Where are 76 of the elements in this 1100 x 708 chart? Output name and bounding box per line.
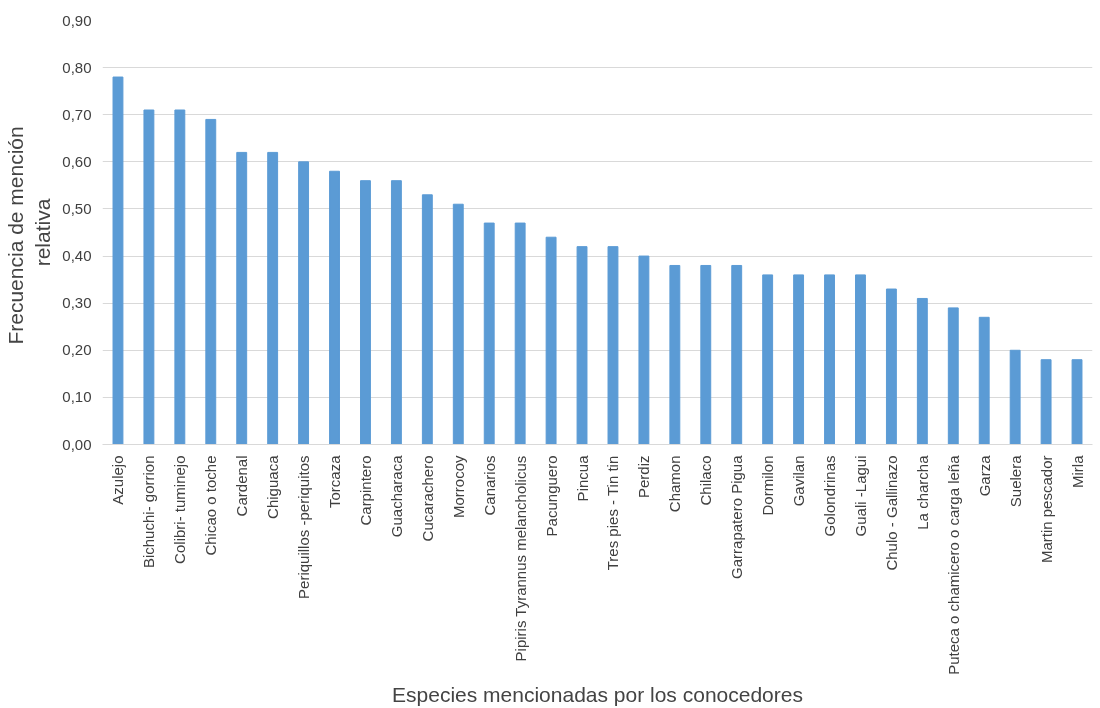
x-tick-label: Guali -Lagui [851,455,869,537]
x-tick-label: Suelera [1006,454,1024,508]
bar [174,109,186,445]
y-tick-label: 0,70 [62,105,92,123]
bar [360,180,371,445]
bar [793,274,805,445]
x-tick-label: Mirla [1068,454,1086,488]
bar [329,170,340,445]
bar [762,274,774,445]
bar [390,180,402,445]
x-tick-label: Azulejo [109,455,127,505]
bar [421,194,433,445]
bar [514,222,526,445]
bar [143,109,155,445]
bar [731,264,743,445]
x-tick-label: Pincua [573,454,591,502]
x-tick-label: Cucarachero [418,455,436,542]
bar [1009,349,1021,445]
y-tick-label: 0,60 [62,152,92,170]
x-axis-title: Especies mencionadas por los conocedores [392,682,803,706]
bar [669,264,681,445]
bar [452,203,464,445]
y-tick-label: 0,50 [62,199,92,217]
bar [885,288,897,445]
y-tick-label: 0,20 [62,341,92,359]
y-tick-label: 0,40 [62,247,92,265]
y-tick-label: 0,00 [62,435,92,453]
x-tick-label: Garza [975,454,993,497]
x-tick-label: Torcaza [326,454,344,509]
bar [205,118,217,445]
bar [483,222,495,445]
bar [576,246,588,445]
x-tick-label: Martin pescador [1037,455,1055,564]
bar [700,264,712,445]
x-tick-label: Perdiz [635,455,653,499]
x-tick-label: Chiguaca [264,454,282,519]
x-tick-label: La charcha [913,454,931,530]
x-tick-label: Morrocoy [449,455,467,519]
bar [978,316,990,445]
x-tick-label: Colibri- tuminejo [171,455,189,564]
x-tick-label: Carpintero [356,455,374,526]
bar [545,236,557,445]
x-tick-label: Puteca o chamicero o carga leña [944,454,962,675]
y-tick-label: 0,80 [62,58,92,76]
x-tick-label: Canarios [480,455,498,516]
x-tick-label: Tres pies - Tin tin [604,455,622,571]
bar [607,246,619,445]
x-tick-label: Chilaco [697,455,715,506]
x-tick-label: Pacunguero [542,455,560,537]
x-tick-label: Chamon [666,455,684,513]
y-tick-label: 0,30 [62,294,92,312]
bar [267,151,279,445]
bar [638,255,650,445]
bar [1040,359,1052,445]
bar [824,274,835,445]
x-tick-label: Cardenal [233,455,251,517]
x-tick-label: Bichuchi- gorrion [140,455,158,569]
x-tick-label: Chulo - Gallinazo [882,455,900,571]
bar [236,151,248,445]
bar [112,76,124,445]
y-axis-title: Frecuencia de mención relativa [3,126,55,345]
x-tick-label: Guacharaca [387,454,405,538]
x-tick-label: Gavilan [790,455,808,507]
x-tick-label: Periquillos -periquitos [295,455,313,599]
bar [1071,359,1083,445]
bar [855,274,866,445]
y-tick-label: 0,10 [62,388,92,406]
x-tick-label: Garrapatero Pigua [728,454,746,579]
x-tick-label: Chicao o toche [202,455,220,556]
bar [947,307,959,445]
x-tick-label: Golondrinas [821,455,839,537]
x-tick-label: Dormilon [759,455,777,516]
y-tick-label: 0,90 [62,11,92,29]
bar [916,297,928,445]
x-tick-label: Pipiris Tyrannus melancholicus [511,455,529,662]
bar [298,161,310,445]
